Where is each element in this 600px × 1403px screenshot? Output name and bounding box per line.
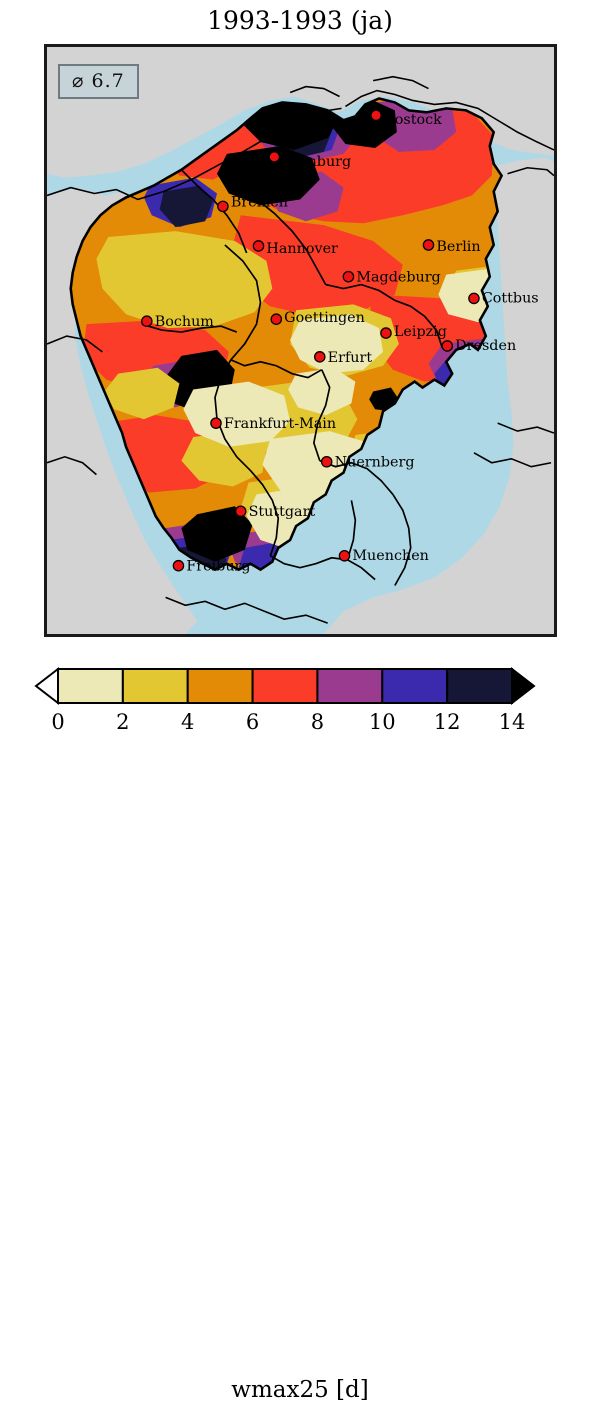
city-label: Dresden [455,338,516,354]
colorbar-axis-label: wmax25 [d] [231,1377,369,1403]
mean-value-badge: ⌀ 6.7 [58,64,139,99]
city-marker[interactable] [441,340,454,352]
colorbar-swatch[interactable] [186,668,254,704]
colorbar-tick-label: 10 [369,710,396,734]
city-marker[interactable] [141,315,153,327]
colorbar[interactable]: 0 2 4 6 8 10 12 14 wmax25 [d] [0,655,600,1403]
map-canvas[interactable]: Rostock Hamburg Bremen Hannover Berlin Magdeb… [47,47,554,634]
city-marker[interactable] [320,455,333,468]
colorbar-swatch[interactable] [446,668,513,704]
neighbour-land [47,47,554,634]
colorbar-swatch[interactable] [121,668,189,704]
colorbar-cells[interactable] [34,666,536,706]
city-marker[interactable] [370,109,382,122]
city-marker[interactable] [234,505,247,518]
city-label: Bremen [231,194,288,210]
city-marker[interactable] [210,417,222,429]
city-label: Goettingen [284,310,365,326]
city-marker[interactable] [338,550,351,562]
city-label: Freiburg [186,559,250,575]
colorbar-swatch[interactable] [57,668,124,704]
city-label: Muenchen [352,548,429,564]
city-marker[interactable] [422,239,435,251]
city-label: Leipzig [394,324,447,340]
city-label: Hamburg [282,154,351,170]
city-markers-layer[interactable]: Rostock Hamburg Bremen Hannover Berlin Magdeb… [141,109,539,575]
colorbar-ticks: 0 2 4 6 8 10 12 14 [51,710,525,734]
city-marker[interactable] [217,200,229,213]
city-marker[interactable] [468,292,480,305]
city-marker[interactable] [268,151,281,163]
germany-border [69,97,504,572]
colorbar-over-arrow [511,666,536,706]
city-label: Frankfurt-Main [224,416,336,432]
state-borders [141,169,444,586]
colorbar-tick-label: 2 [116,710,129,734]
city-label: Hannover [266,241,338,257]
colorbar-tick-label: 8 [311,710,324,734]
colorbar-tick-label: 4 [181,710,194,734]
colorbar-swatch[interactable] [381,668,449,704]
city-label: Erfurt [328,350,373,366]
colorbar-tick-label: 14 [499,710,526,734]
city-label: Cottbus [482,290,539,306]
colorbar-canvas[interactable]: 0 2 4 6 8 10 12 14 [0,655,600,780]
city-label: Magdeburg [356,270,440,286]
figure-root: 1993-1993 (ja) [0,6,600,1403]
colorbar-swatch[interactable] [316,668,384,704]
city-marker[interactable] [313,351,326,363]
colorbar-swatch[interactable] [251,668,319,704]
city-marker[interactable] [172,559,185,572]
colorbar-tick-label: 12 [434,710,461,734]
city-label: Berlin [436,239,480,255]
city-label: Stuttgart [249,504,316,520]
city-marker[interactable] [342,270,355,283]
colorbar-tick-label: 6 [246,710,259,734]
city-marker[interactable] [252,240,265,252]
city-label: Rostock [384,112,442,128]
city-marker[interactable] [380,327,392,339]
city-label: Nuernberg [335,455,415,471]
coastline [47,75,554,624]
city-marker[interactable] [270,313,283,326]
map-panel[interactable]: Rostock Hamburg Bremen Hannover Berlin Magdeb… [44,44,557,637]
colorbar-tick-label: 0 [51,710,64,734]
colorbar-under-arrow [34,666,59,706]
figure-title: 1993-1993 (ja) [207,6,393,35]
city-label: Bochum [155,314,215,330]
